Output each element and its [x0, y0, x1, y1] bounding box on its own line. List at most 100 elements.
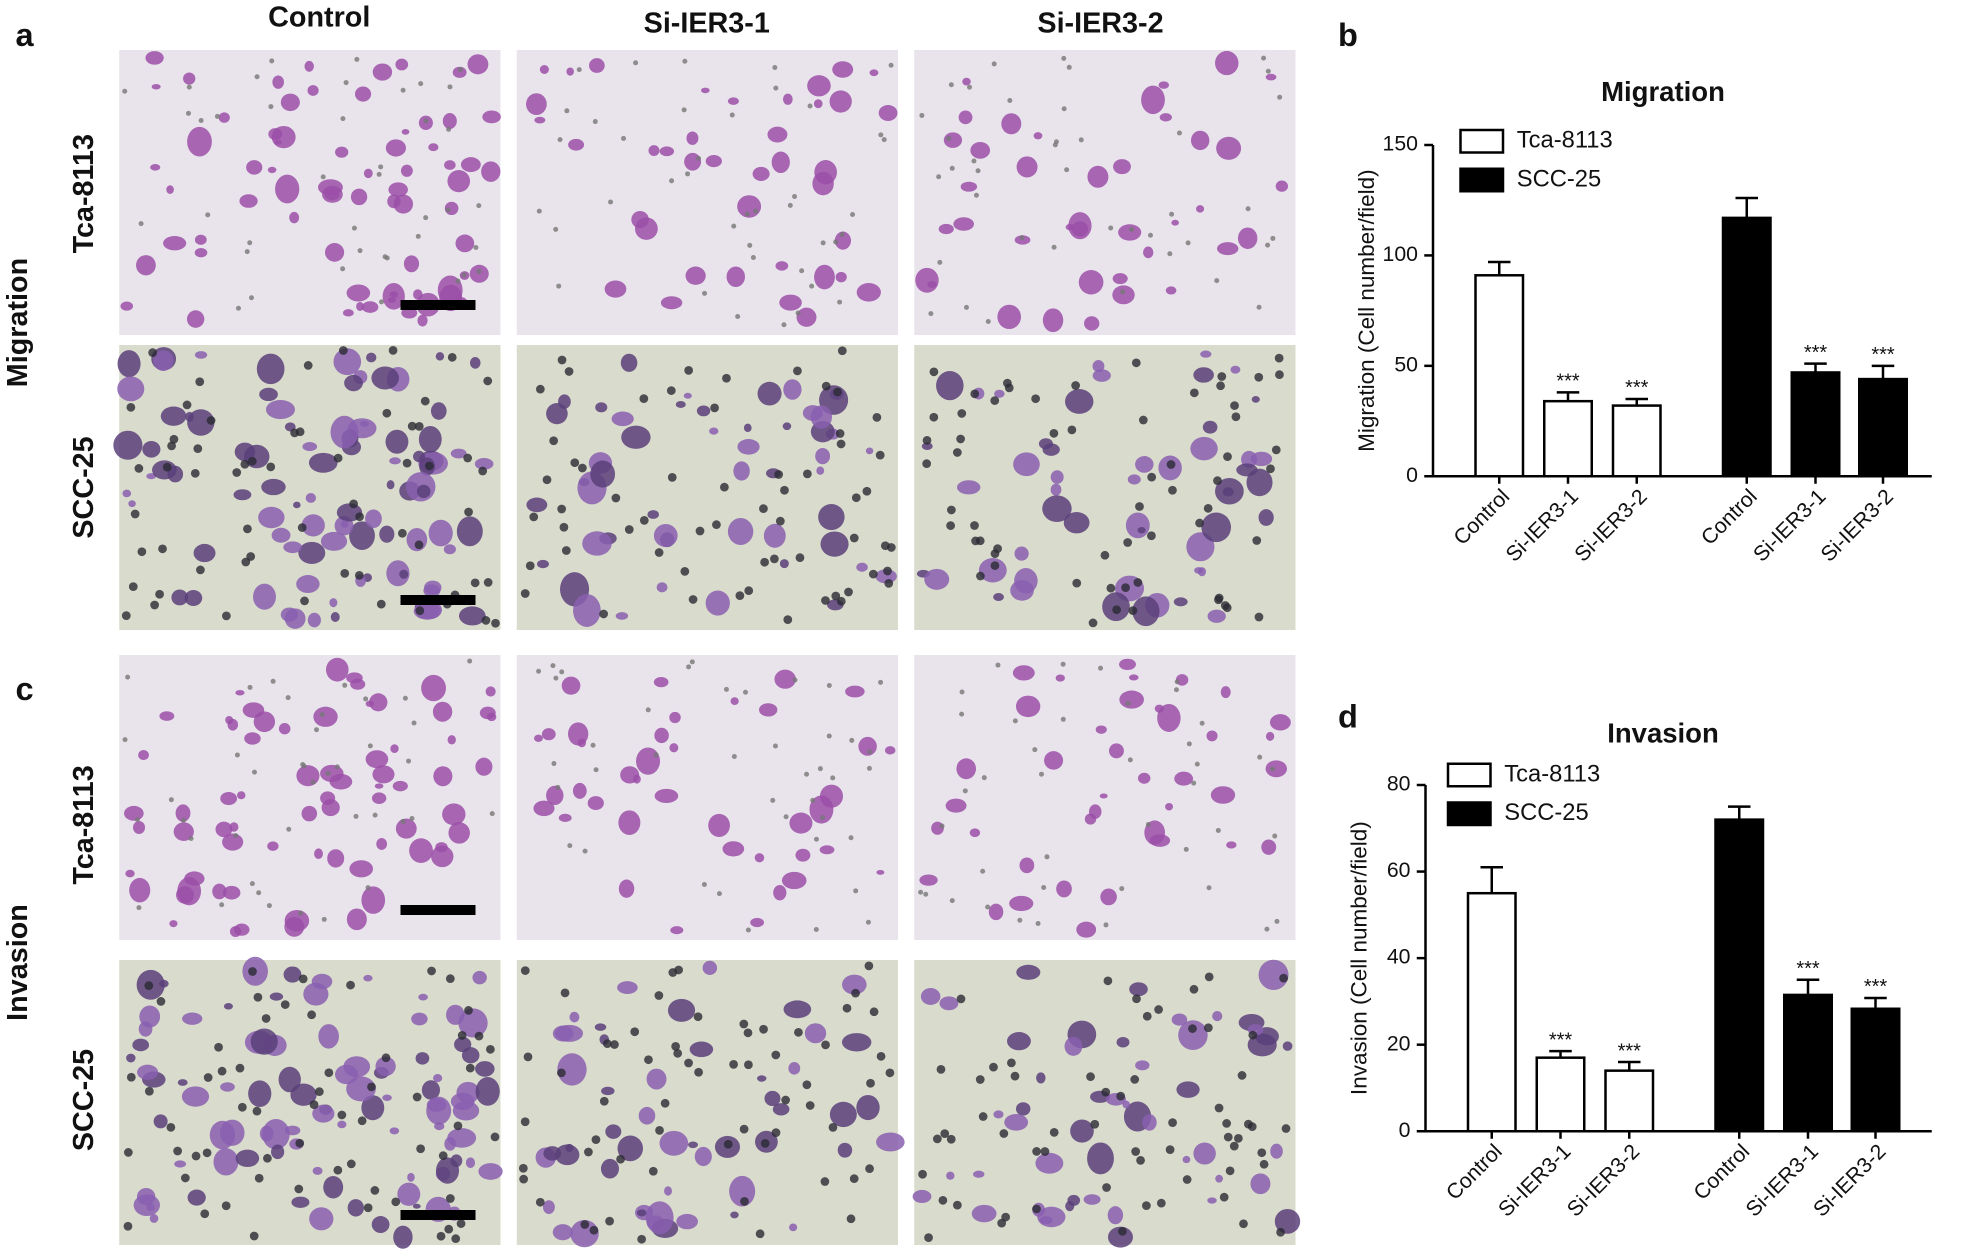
- cell: [1258, 509, 1274, 526]
- debris: [1274, 353, 1284, 363]
- debris: [770, 554, 779, 564]
- cell: [234, 442, 256, 462]
- cell: [301, 805, 318, 822]
- debris: [578, 463, 587, 473]
- cell: [841, 1033, 872, 1052]
- cell: [296, 575, 320, 594]
- debris: [1245, 206, 1251, 212]
- debris: [924, 1233, 933, 1242]
- cell: [876, 869, 885, 875]
- cell: [349, 521, 375, 550]
- debris: [1254, 372, 1264, 382]
- cell: [1270, 1143, 1283, 1159]
- debris: [444, 1224, 454, 1234]
- cell: [175, 804, 191, 822]
- debris: [243, 524, 252, 534]
- debris: [551, 761, 557, 767]
- debris: [1279, 973, 1288, 983]
- debris: [771, 1050, 781, 1060]
- debris: [772, 65, 778, 71]
- significance: ***: [1625, 377, 1649, 399]
- legend-swatch: [1446, 762, 1492, 788]
- debris: [837, 346, 847, 356]
- debris: [1060, 661, 1066, 667]
- cell: [302, 442, 318, 452]
- debris: [518, 1163, 528, 1173]
- cell: [149, 1214, 159, 1223]
- debris: [297, 523, 307, 532]
- debris: [1041, 884, 1047, 890]
- cell: [541, 728, 556, 741]
- cell: [223, 1003, 233, 1010]
- cell: [818, 503, 845, 531]
- cell: [220, 791, 238, 806]
- debris: [402, 695, 408, 701]
- cell: [938, 223, 954, 235]
- debris: [1001, 1212, 1011, 1222]
- debris: [720, 482, 729, 492]
- cell: [1202, 420, 1218, 434]
- debris: [550, 663, 556, 669]
- debris: [1019, 235, 1025, 241]
- cell: [809, 795, 834, 824]
- debris: [742, 689, 748, 695]
- cell: [1159, 113, 1172, 122]
- debris: [759, 504, 768, 513]
- bar: [1721, 216, 1772, 478]
- cell: [346, 1076, 376, 1102]
- debris: [542, 475, 552, 485]
- debris: [249, 295, 255, 301]
- debris: [836, 596, 846, 606]
- debris: [235, 305, 241, 311]
- debris: [610, 1040, 619, 1049]
- debris: [999, 1129, 1009, 1138]
- debris: [1135, 502, 1144, 511]
- cell: [1038, 438, 1053, 450]
- cell: [615, 612, 629, 620]
- cell: [594, 1023, 607, 1031]
- debris: [185, 110, 191, 116]
- debris: [313, 727, 319, 733]
- cell: [173, 822, 194, 841]
- cell: [307, 612, 321, 628]
- debris: [191, 1151, 201, 1161]
- cell: [1015, 1102, 1031, 1116]
- debris: [1078, 137, 1084, 143]
- cell: [772, 1103, 790, 1116]
- debris: [701, 882, 707, 888]
- debris: [639, 394, 649, 404]
- debris: [1118, 1226, 1127, 1236]
- scale-bar: [400, 1210, 476, 1220]
- cell: [411, 1012, 428, 1026]
- cell: [212, 883, 227, 900]
- cell: [689, 1041, 714, 1058]
- debris: [923, 891, 929, 897]
- debris: [167, 441, 176, 451]
- cell: [582, 531, 612, 556]
- cell: [327, 849, 345, 868]
- y-tick-label: 150: [1383, 132, 1418, 156]
- cell: [444, 1136, 456, 1151]
- cell: [542, 1200, 555, 1215]
- cell: [526, 497, 548, 513]
- debris: [591, 1135, 601, 1144]
- cell: [309, 1207, 334, 1231]
- debris: [576, 67, 582, 73]
- debris: [182, 400, 192, 410]
- debris: [254, 1173, 264, 1183]
- debris: [309, 1100, 319, 1109]
- cell: [415, 600, 442, 620]
- debris: [400, 87, 406, 93]
- debris: [975, 1075, 985, 1084]
- debris: [253, 992, 263, 1002]
- cell: [337, 1120, 347, 1129]
- cell: [526, 93, 547, 116]
- cell: [705, 155, 722, 168]
- debris: [1166, 460, 1176, 469]
- debris: [353, 813, 359, 819]
- debris: [1169, 211, 1175, 217]
- cell: [1087, 1142, 1114, 1175]
- cell: [611, 411, 634, 427]
- debris: [134, 464, 144, 473]
- debris: [1132, 994, 1141, 1004]
